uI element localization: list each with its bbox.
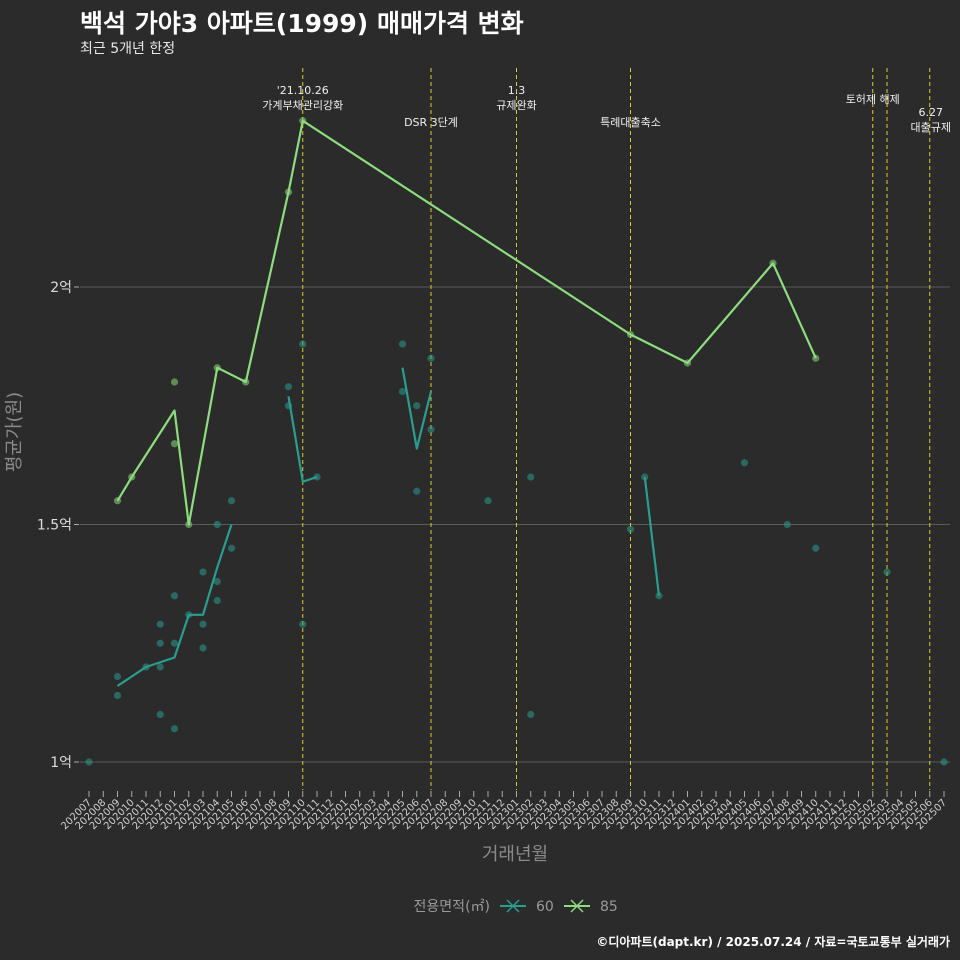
data-point-60: [413, 402, 421, 410]
series-line-60: [116, 524, 233, 687]
data-point-60: [783, 520, 791, 529]
y-tick-label: 1.5억: [37, 518, 72, 534]
data-point-60: [427, 425, 435, 434]
chart-subtitle: 최근 5개년 한정: [80, 41, 176, 57]
data-point-60: [199, 644, 207, 652]
data-point-85: [170, 440, 179, 448]
series-line-60: [401, 367, 433, 450]
data-point-60: [227, 497, 236, 505]
data-point-60: [199, 620, 207, 628]
y-tick-label: 1억: [50, 755, 72, 771]
legend: 전용면적(㎡) 60 85: [414, 899, 618, 915]
data-point-60: [170, 639, 179, 647]
y-axis-title: 평균가(원): [4, 392, 25, 472]
legend-swatch-cross: [506, 899, 520, 913]
data-point-60: [527, 710, 535, 719]
data-point-60: [940, 758, 948, 766]
data-point-60: [156, 620, 164, 628]
data-point-60: [213, 596, 221, 605]
data-point-60: [170, 725, 179, 733]
event-label: '21.10.26: [277, 84, 329, 97]
data-point-60: [299, 620, 307, 628]
data-point-60: [527, 473, 535, 481]
data-point-60: [213, 577, 221, 586]
data-point-60: [284, 383, 293, 391]
data-point-60: [199, 568, 207, 576]
series-line-85: [116, 119, 817, 526]
legend-label: 60: [536, 899, 554, 915]
legend-swatch-cross: [570, 899, 584, 913]
event-label: 가계부채관리강화: [262, 99, 343, 112]
event-label: 특례대출축소: [600, 116, 661, 129]
data-point-60: [812, 544, 820, 552]
event-label: 대출규제: [911, 121, 951, 134]
data-point-60: [227, 544, 236, 552]
data-point-60: [113, 691, 122, 700]
event-label: 토허제 해제: [846, 92, 900, 106]
data-point-60: [85, 758, 93, 766]
y-axis: 1억 1.5억 2억: [37, 280, 79, 771]
data-point-60: [740, 459, 749, 467]
data-point-60: [299, 340, 307, 348]
series-line-60: [643, 476, 661, 596]
data-point-60: [398, 387, 407, 396]
data-point-60: [626, 525, 635, 533]
chart-title: 백석 가야3 아파트(1999) 매매가격 변화: [80, 9, 524, 38]
source-caption: ©디아파트(dapt.kr) / 2025.07.24 / 자료=국토교통부 실…: [596, 935, 950, 949]
data-point-60: [883, 568, 891, 576]
data-point-60: [641, 473, 649, 481]
data-point-60: [413, 487, 421, 495]
event-label: DSR 3단계: [404, 116, 458, 129]
data-point-60: [156, 663, 164, 671]
data-point-60: [170, 592, 179, 600]
data-point-85: [170, 378, 179, 386]
data-point-60: [156, 639, 164, 647]
grid-lines: [80, 286, 950, 763]
data-point-60: [484, 497, 492, 505]
legend-label: 85: [600, 899, 618, 915]
event-label: 6.27: [919, 106, 944, 119]
event-label: 1.3: [508, 84, 526, 97]
series-layer: [85, 117, 948, 766]
x-axis-title: 거래년월: [482, 844, 548, 865]
data-point-60: [213, 520, 221, 529]
data-point-60: [427, 354, 435, 362]
x-axis: 2020072020082020092020102020112020122021…: [59, 791, 949, 832]
data-point-60: [113, 672, 122, 681]
data-point-60: [398, 340, 407, 348]
data-point-60: [156, 710, 164, 719]
series-line-60: [287, 396, 318, 483]
y-tick-label: 2억: [50, 280, 72, 296]
event-label: 규제완화: [496, 99, 536, 112]
legend-title: 전용면적(㎡): [414, 899, 490, 915]
